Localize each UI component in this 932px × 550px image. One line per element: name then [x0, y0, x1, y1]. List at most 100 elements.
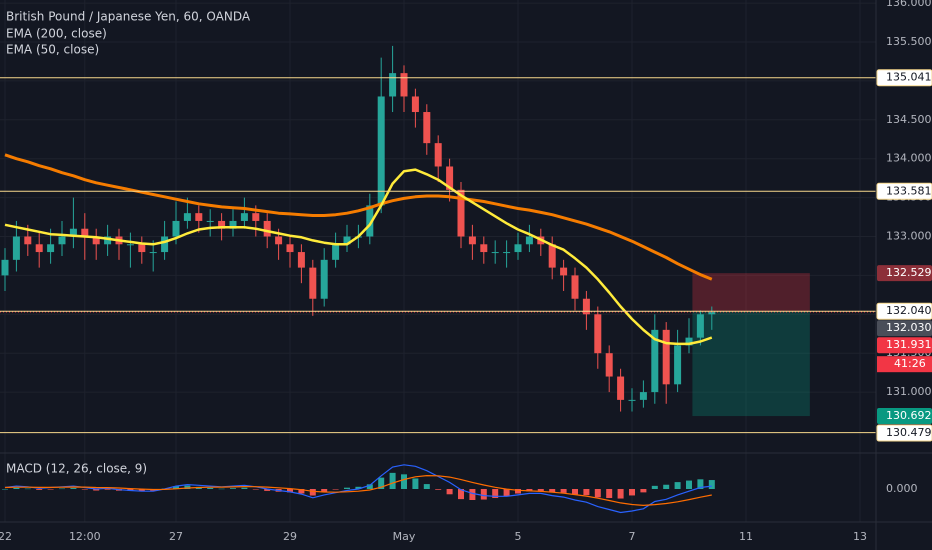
- candle-body: [58, 236, 66, 245]
- candle-body: [423, 112, 431, 144]
- candle-body: [491, 252, 499, 254]
- x-tick-label: 12:00: [69, 530, 101, 543]
- price-tag-label: 130.479: [886, 426, 932, 439]
- histogram-bar: [617, 489, 624, 499]
- histogram-bar: [321, 489, 328, 492]
- candle-body: [514, 244, 522, 253]
- candle-body: [389, 73, 397, 97]
- legend-entry: EMA (200, close): [6, 27, 107, 41]
- candle-body: [457, 189, 465, 237]
- price-tag-label: 132.030: [886, 321, 932, 334]
- histogram-bar: [560, 489, 567, 493]
- histogram-bar: [492, 489, 499, 499]
- histogram-bar: [104, 489, 111, 490]
- price-tag: [876, 424, 932, 442]
- candle-body: [172, 220, 180, 237]
- histogram-bar: [708, 480, 715, 489]
- histogram-bar: [287, 489, 293, 493]
- candle-body: [685, 337, 693, 346]
- histogram-bar: [526, 489, 533, 492]
- candle-body: [480, 244, 488, 253]
- histogram-bar: [412, 478, 419, 489]
- price-tag: [876, 302, 932, 320]
- candle-body: [240, 213, 248, 221]
- histogram-bar: [36, 489, 43, 490]
- candle-body: [138, 244, 146, 253]
- candle-body: [594, 314, 602, 354]
- candle-body: [377, 96, 385, 206]
- x-tick-label: 5: [515, 530, 522, 543]
- candle-body: [286, 244, 294, 253]
- histogram-bar: [70, 488, 77, 489]
- candle-body: [332, 244, 340, 260]
- histogram-bar: [515, 489, 521, 494]
- position-stop-zone: [692, 273, 810, 312]
- candle-body: [571, 275, 579, 299]
- candle-body: [446, 166, 454, 190]
- candle-body: [206, 220, 214, 222]
- histogram-bar: [241, 487, 248, 489]
- histogram-bar: [184, 485, 191, 489]
- candle-body: [320, 259, 328, 299]
- y-tick-label: 134.500: [886, 113, 932, 126]
- candle-body: [229, 220, 237, 229]
- histogram-bar: [173, 486, 179, 489]
- candle-body: [582, 298, 590, 315]
- histogram-bar: [355, 486, 362, 489]
- histogram-bar: [549, 489, 556, 493]
- countdown-label: 41:26: [894, 357, 926, 370]
- histogram-bar: [47, 489, 54, 490]
- candle-body: [161, 236, 169, 253]
- indicator-title: MACD (12, 26, close, 9): [6, 462, 147, 476]
- histogram-bar: [264, 489, 271, 491]
- candle-body: [35, 244, 43, 253]
- histogram-bar: [583, 489, 590, 496]
- ema-line: [4, 168, 713, 346]
- candle-body: [1, 259, 9, 276]
- histogram-bar: [435, 489, 442, 490]
- price-tag: [877, 265, 932, 282]
- candle-body: [548, 244, 556, 268]
- histogram-bar: [674, 482, 681, 489]
- candle-body: [628, 399, 636, 401]
- candle-body: [468, 236, 476, 245]
- histogram-bar: [344, 487, 350, 489]
- candle-body: [400, 73, 408, 97]
- histogram-bar: [378, 477, 385, 489]
- candle-body: [434, 143, 442, 167]
- histogram-bar: [537, 489, 544, 491]
- candle-body: [503, 252, 511, 254]
- y-tick-label: 133.000: [886, 230, 932, 243]
- x-tick-label: 22: [0, 530, 12, 543]
- candle-body: [617, 376, 625, 400]
- histogram-bar: [469, 489, 476, 500]
- histogram-bar: [252, 489, 259, 490]
- histogram-bar: [594, 489, 601, 498]
- candle-body: [662, 329, 670, 385]
- histogram-bar: [458, 489, 464, 500]
- candle-body: [275, 236, 283, 245]
- y-tick-label: 134.000: [886, 152, 932, 165]
- candle-body: [12, 236, 20, 260]
- x-tick-label: 29: [283, 530, 297, 543]
- candle-body: [651, 329, 659, 393]
- y-tick-label: 0.000: [886, 482, 918, 495]
- candle-body: [639, 392, 647, 400]
- price-tag: [877, 408, 932, 425]
- histogram-bar: [629, 489, 635, 496]
- candle-body: [297, 252, 305, 268]
- histogram-bar: [332, 489, 339, 490]
- price-tag: [876, 182, 932, 200]
- price-tag-label: 130.692: [886, 409, 932, 422]
- histogram-bar: [93, 489, 100, 491]
- histogram-bar: [24, 488, 31, 490]
- price-tag-label: 135.041: [886, 71, 932, 84]
- candle-body: [81, 228, 89, 237]
- histogram-bar: [686, 480, 692, 489]
- histogram-bar: [81, 489, 88, 490]
- price-tag-label: 133.581: [886, 184, 932, 197]
- histogram-bar: [503, 489, 510, 497]
- histogram-bar: [697, 479, 704, 489]
- candle-body: [24, 236, 32, 245]
